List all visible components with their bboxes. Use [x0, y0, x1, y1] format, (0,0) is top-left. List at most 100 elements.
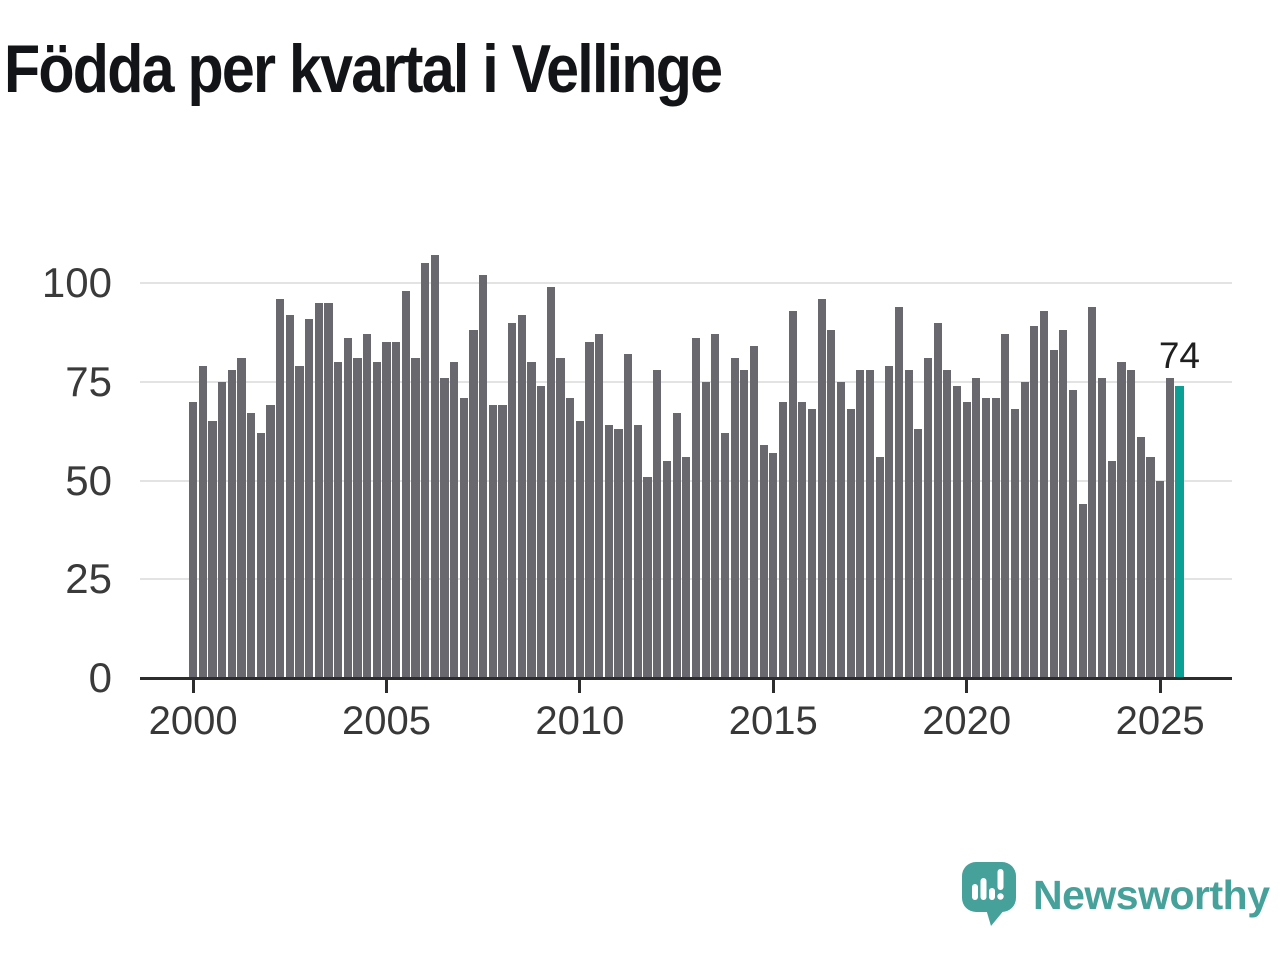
bar: [769, 452, 778, 678]
bar: [392, 342, 401, 678]
bar: [1068, 389, 1078, 678]
y-tick-label: 25: [65, 555, 112, 603]
bar: [537, 385, 546, 678]
bar: [633, 425, 642, 678]
bar: [943, 369, 952, 678]
bar: [711, 334, 720, 678]
bar: [566, 397, 575, 678]
x-axis-tick: [965, 680, 969, 693]
bar: [875, 456, 884, 678]
bar: [479, 275, 488, 678]
bar: [276, 298, 285, 678]
bar: [508, 322, 517, 678]
bar: [846, 409, 855, 678]
bar: [972, 377, 981, 678]
x-axis-tick: [191, 680, 195, 693]
bar: [372, 362, 381, 678]
bar: [904, 369, 913, 678]
gridline: [140, 282, 1232, 284]
bar: [856, 369, 865, 678]
bar: [256, 433, 265, 678]
bar: [585, 342, 594, 678]
bar: [430, 255, 439, 678]
bar: [952, 385, 962, 678]
newsworthy-logo: Newsworthy: [962, 862, 1270, 930]
bar: [720, 433, 730, 678]
bar: [363, 334, 372, 678]
bar: [1097, 377, 1107, 678]
x-tick-label: 2005: [342, 699, 431, 743]
bar: [285, 314, 294, 678]
bar: [488, 405, 497, 678]
x-tick-label: 2000: [148, 699, 238, 743]
bar: [894, 306, 904, 678]
bar: [1136, 437, 1145, 678]
bar: [923, 358, 933, 678]
bar: [1126, 369, 1136, 678]
bar: [1165, 377, 1174, 678]
x-axis-line: [140, 677, 1232, 680]
bar: [1088, 306, 1097, 678]
bar: [401, 290, 410, 678]
bar: [237, 358, 246, 678]
x-axis-tick: [385, 680, 388, 693]
bar: [672, 413, 681, 678]
newsworthy-wordmark: Newsworthy: [1033, 872, 1270, 918]
bar: [1107, 460, 1116, 678]
bar: [682, 456, 691, 678]
bar: [546, 286, 555, 678]
bar: [807, 409, 817, 678]
x-axis-tick: [578, 680, 582, 693]
bar: [334, 362, 343, 678]
bar: [653, 369, 662, 678]
bar: [662, 460, 672, 678]
x-tick-label: 2015: [728, 699, 818, 743]
bar: [836, 381, 846, 678]
bar: [798, 401, 807, 678]
bar: [575, 421, 584, 678]
y-tick-label: 0: [88, 654, 112, 701]
bar: [314, 302, 323, 678]
y-tick-label: 50: [65, 456, 112, 504]
bar: [1078, 504, 1087, 678]
y-tick-label: 75: [65, 357, 112, 405]
x-tick-label: 2020: [922, 699, 1012, 743]
bar: [469, 330, 478, 678]
gridline: [140, 380, 1232, 383]
bar: [788, 310, 797, 678]
bar: [218, 381, 227, 678]
bar: [266, 405, 275, 678]
y-tick-label: 100: [41, 259, 112, 306]
bar: [981, 397, 991, 678]
x-axis-tick: [1158, 680, 1162, 693]
bar: [421, 263, 430, 678]
bar: [643, 476, 652, 678]
bar: [691, 338, 701, 678]
bar: [440, 377, 449, 678]
bar: [556, 358, 565, 678]
bar: [624, 354, 633, 678]
bar: [498, 405, 507, 678]
bar: [1030, 326, 1039, 678]
bar: [962, 401, 971, 678]
bar: [991, 397, 1000, 678]
bar: [1001, 334, 1010, 678]
bar: [865, 369, 875, 678]
bar: [295, 365, 304, 678]
bar: [353, 358, 362, 678]
bar: [759, 444, 768, 678]
bar: [1010, 409, 1020, 678]
bar: [914, 429, 923, 678]
page-title: Födda per kvartal i Vellinge: [4, 31, 723, 107]
bar: [189, 401, 198, 678]
bar: [1156, 480, 1165, 678]
bar: [343, 338, 352, 678]
bar: [198, 365, 207, 678]
bar: [1020, 381, 1029, 678]
bar: [450, 362, 459, 678]
bar: [208, 421, 217, 678]
bar: [817, 298, 826, 678]
highlighted-bar: [1175, 385, 1184, 678]
bar: [933, 322, 942, 678]
bar: [324, 302, 333, 678]
